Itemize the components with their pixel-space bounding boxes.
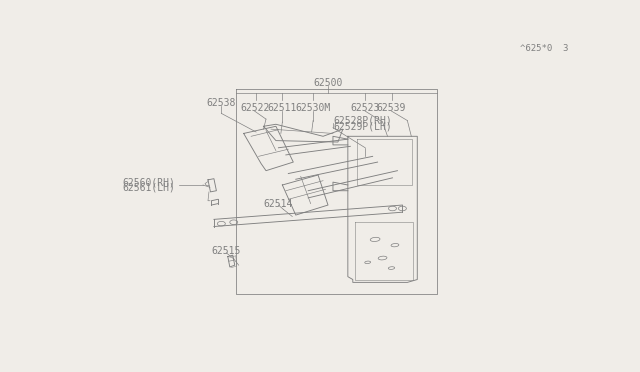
Text: 62528P(RH): 62528P(RH) xyxy=(333,116,392,125)
Text: ^625*0  3: ^625*0 3 xyxy=(520,44,568,53)
Text: 62522: 62522 xyxy=(240,103,269,113)
Text: 62561(LH): 62561(LH) xyxy=(122,183,175,193)
Text: 62511: 62511 xyxy=(268,103,297,113)
Text: 62523: 62523 xyxy=(351,103,380,113)
Text: 62530M: 62530M xyxy=(296,103,331,113)
Text: 62560(RH): 62560(RH) xyxy=(122,177,175,187)
Text: 62500: 62500 xyxy=(314,78,342,88)
Text: 62529P(LH): 62529P(LH) xyxy=(333,121,392,131)
Text: 62514: 62514 xyxy=(264,199,293,209)
Text: 62515: 62515 xyxy=(212,246,241,256)
Text: 62538: 62538 xyxy=(207,98,236,108)
Text: 62539: 62539 xyxy=(377,103,406,113)
